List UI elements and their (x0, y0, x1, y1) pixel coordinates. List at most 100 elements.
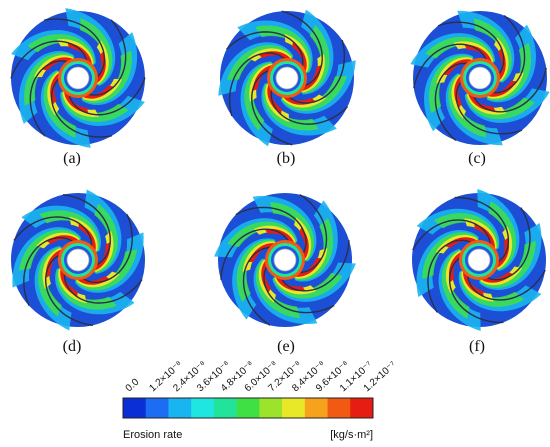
impeller-blade (242, 246, 272, 326)
impeller-blade (29, 60, 70, 137)
erosion-band-peak (77, 276, 110, 285)
impeller-blade (23, 236, 75, 306)
erosion-band-mid (236, 239, 277, 302)
erosion-band-high (249, 63, 275, 102)
erosion-band-peak (258, 51, 291, 63)
panel-label-c: (c) (468, 150, 486, 167)
erosion-band-peak (293, 257, 322, 277)
erosion-band-high (464, 218, 497, 251)
erosion-band-high (461, 269, 494, 302)
colorbar-swatch (350, 398, 374, 418)
erosion-band-peak (248, 243, 277, 263)
erosion-band-high (42, 248, 65, 289)
colorbar-swatch (259, 398, 283, 418)
impeller-blade (44, 253, 94, 326)
erosion-band-high (293, 248, 328, 279)
erosion-band-high (282, 94, 327, 108)
panel-label-f: (f) (469, 338, 485, 355)
erosion-band-peak (46, 235, 79, 244)
erosion-band-peak (463, 269, 484, 297)
erosion-band-mid (428, 55, 474, 114)
erosion-band-low (75, 232, 144, 293)
impeller-blade (280, 240, 350, 292)
impeller-blade (220, 228, 290, 280)
impeller-contour-d (11, 189, 145, 331)
impeller-contour-e (214, 193, 356, 327)
impeller-panel-a (3, 3, 153, 153)
erosion-band-peak (64, 89, 89, 114)
erosion-band-peak (264, 228, 295, 246)
impeller-blade (298, 194, 328, 274)
impeller-contour-b (218, 9, 356, 147)
colorbar-swatch (168, 398, 192, 418)
erosion-band-peak (267, 83, 282, 115)
erosion-band-low (253, 258, 318, 325)
erosion-band-mid (422, 232, 479, 280)
erosion-band-high (436, 57, 474, 84)
erosion-band-peak (252, 65, 275, 91)
erosion-band-low (479, 223, 542, 290)
impeller-blade (62, 194, 112, 267)
impeller-blade (454, 196, 510, 264)
impeller-blade (281, 10, 323, 87)
colorbar-swatch (191, 398, 215, 418)
colorbar-swatches (123, 398, 374, 418)
impeller-blade (448, 256, 504, 324)
hub-bore (66, 248, 90, 272)
erosion-band-high (58, 267, 87, 304)
colorbar-swatch (304, 398, 329, 418)
erosion-band-peak (464, 44, 492, 65)
erosion-band-mid (56, 267, 117, 310)
erosion-band-peak (486, 80, 517, 97)
impeller-blade (472, 67, 547, 113)
erosion-band-high (242, 241, 277, 272)
erosion-band-peak (67, 42, 92, 67)
erosion-band-mid (244, 62, 275, 131)
erosion-band-mid (459, 269, 525, 307)
colorbar-swatch (236, 398, 260, 418)
erosion-band-peak (78, 223, 96, 253)
erosion-band-mid (479, 240, 536, 288)
erosion-band-high (93, 40, 109, 84)
erosion-band-peak (445, 237, 477, 248)
erosion-band-high (56, 39, 94, 67)
impeller-blade (455, 80, 523, 135)
erosion-band-mid (81, 50, 132, 104)
erosion-band-low (12, 227, 81, 288)
impeller-blade (427, 239, 473, 313)
panel-label-e: (e) (277, 338, 295, 355)
impeller-blade (68, 77, 146, 116)
erosion-band-mid (39, 210, 100, 253)
erosion-band-high (81, 78, 122, 101)
erosion-band-low (445, 73, 503, 146)
impeller-blade (485, 207, 531, 281)
hub-bore (468, 66, 492, 90)
erosion-band-peak (261, 260, 271, 293)
impeller-blade (437, 21, 505, 76)
impeller-blade (228, 52, 287, 117)
impeller-blade (44, 18, 106, 79)
erosion-band-mid (24, 52, 75, 106)
colorbar-swatch (123, 398, 147, 418)
erosion-band-peak (42, 57, 74, 71)
erosion-band-high (91, 231, 114, 272)
erosion-band-peak (299, 227, 309, 260)
erosion-band-high (265, 83, 290, 122)
hub-bore (66, 66, 90, 90)
colorbar-frame (122, 397, 374, 419)
impeller-blade (413, 43, 488, 89)
erosion-band-high (453, 41, 494, 65)
impeller-blade (412, 219, 492, 251)
erosion-band-peak (299, 65, 322, 91)
impeller-blade (13, 216, 93, 248)
erosion-band-low (65, 8, 116, 86)
erosion-band-high (62, 89, 100, 117)
impeller-blade (491, 15, 526, 94)
impeller-blade (251, 69, 293, 146)
erosion-band-mid (465, 91, 535, 120)
erosion-band-low (280, 60, 356, 114)
colorbar-swatch (213, 398, 238, 418)
impeller-panel-f (404, 185, 550, 335)
erosion-band-peak (283, 93, 316, 105)
erosion-band-peak (50, 73, 63, 105)
